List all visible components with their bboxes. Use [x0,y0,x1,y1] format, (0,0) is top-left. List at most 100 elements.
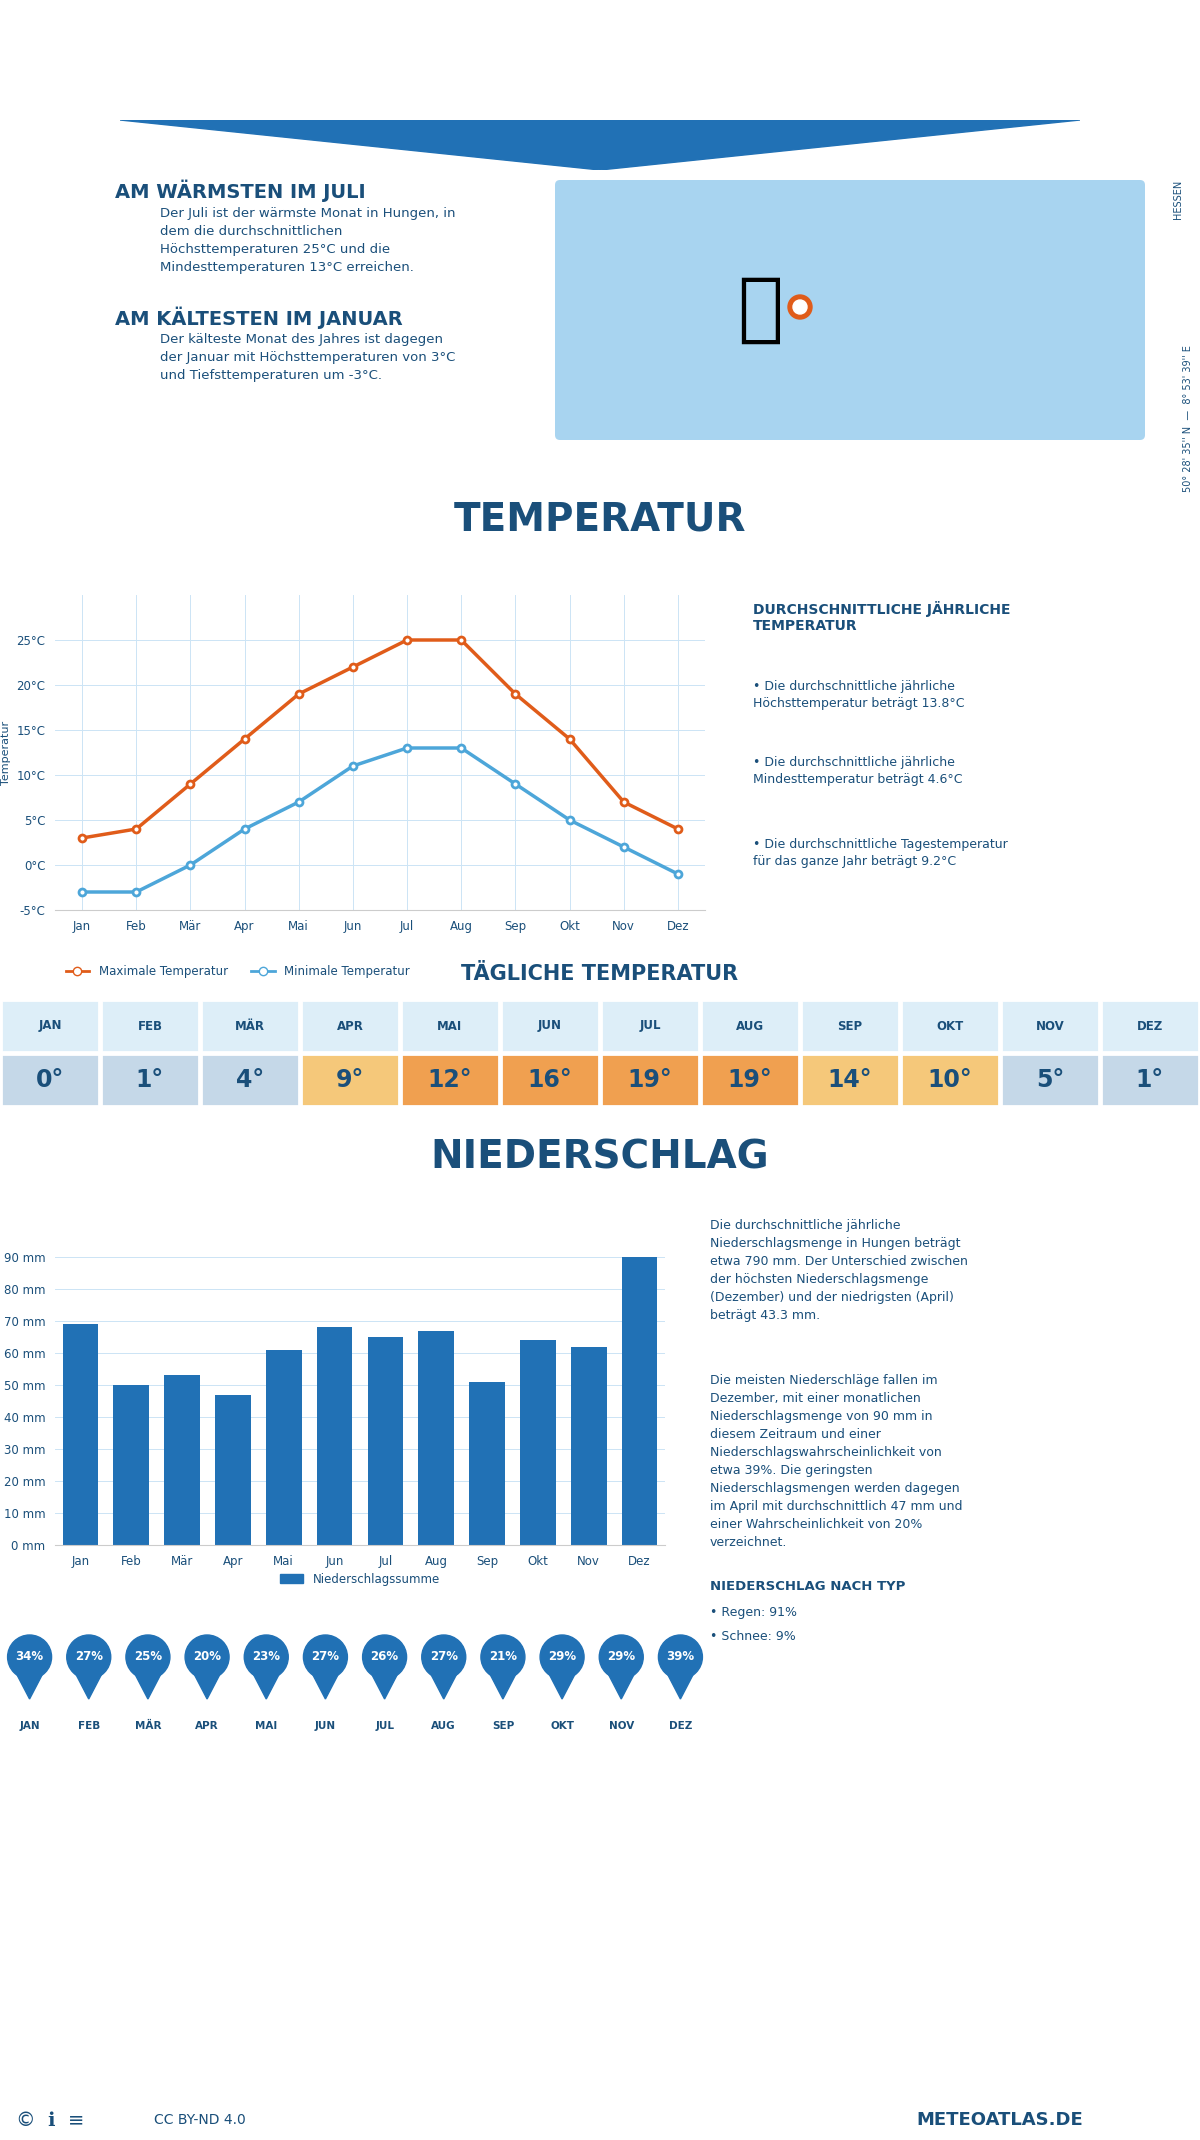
Text: 🌍: 🌍 [737,274,782,347]
FancyBboxPatch shape [101,1055,199,1106]
FancyBboxPatch shape [1,1055,98,1106]
Text: TEMPERATUR: TEMPERATUR [454,501,746,539]
Bar [469,1382,505,1545]
Polygon shape [312,1673,338,1699]
Text: NIEDERSCHLAG NACH TYP: NIEDERSCHLAG NACH TYP [709,1581,905,1594]
Text: AUG: AUG [736,1019,764,1031]
Text: JUN: JUN [314,1721,336,1731]
FancyBboxPatch shape [502,999,599,1053]
Text: 27%: 27% [430,1650,457,1663]
Text: Die meisten Niederschläge fallen im
Dezember, mit einer monatlichen
Niederschlag: Die meisten Niederschläge fallen im Deze… [709,1374,962,1549]
Text: DEUTSCHLAND: DEUTSCHLAND [530,88,670,105]
FancyBboxPatch shape [554,180,1145,441]
Polygon shape [608,1673,635,1699]
FancyBboxPatch shape [1001,1055,1099,1106]
Text: Die durchschnittliche jährliche
Niederschlagsmenge in Hungen beträgt
etwa 790 mm: Die durchschnittliche jährliche Niedersc… [709,1220,967,1323]
Polygon shape [667,1673,694,1699]
FancyBboxPatch shape [601,1055,698,1106]
Text: 20%: 20% [193,1650,221,1663]
Text: 34%: 34% [16,1650,43,1663]
Text: 25%: 25% [134,1650,162,1663]
Text: MÄR: MÄR [235,1019,265,1031]
FancyBboxPatch shape [202,999,299,1053]
Bar [622,1256,658,1545]
Polygon shape [120,120,1080,169]
Text: 50° 28' 35'' N  —  8° 53' 39'' E: 50° 28' 35'' N — 8° 53' 39'' E [1183,345,1193,492]
Text: MAI: MAI [256,1721,277,1731]
Polygon shape [372,1673,397,1699]
Text: 19°: 19° [727,1068,773,1091]
Text: APR: APR [196,1721,218,1731]
Text: 27%: 27% [74,1650,103,1663]
FancyBboxPatch shape [401,999,499,1053]
Circle shape [304,1635,348,1680]
Y-axis label: Temperatur: Temperatur [1,721,11,785]
FancyBboxPatch shape [401,1055,499,1106]
Polygon shape [431,1673,457,1699]
Text: 4°: 4° [236,1068,264,1091]
FancyBboxPatch shape [601,999,698,1053]
FancyBboxPatch shape [901,999,998,1053]
Text: ☀: ☀ [35,496,85,550]
Bar [571,1346,606,1545]
FancyBboxPatch shape [1102,999,1199,1053]
Text: FEB: FEB [78,1721,100,1731]
Text: MAI: MAI [437,1019,463,1031]
Text: SEP: SEP [838,1019,863,1031]
FancyBboxPatch shape [1,999,98,1053]
Text: 0°: 0° [36,1068,64,1091]
Text: • Schnee: 9%: • Schnee: 9% [709,1631,796,1644]
FancyBboxPatch shape [202,1055,299,1106]
Polygon shape [17,1673,42,1699]
FancyBboxPatch shape [901,1055,998,1106]
Text: 10°: 10° [928,1068,972,1091]
Bar [62,1325,98,1545]
FancyBboxPatch shape [802,1055,899,1106]
Text: AM WÄRMSTEN IM JULI: AM WÄRMSTEN IM JULI [115,180,366,203]
FancyBboxPatch shape [1102,1055,1199,1106]
Text: CC BY-ND 4.0: CC BY-ND 4.0 [154,2112,246,2127]
Circle shape [185,1635,229,1680]
FancyBboxPatch shape [701,1055,799,1106]
Text: 16°: 16° [528,1068,572,1091]
FancyBboxPatch shape [301,999,398,1053]
Polygon shape [76,1673,102,1699]
Text: DEZ: DEZ [668,1721,692,1731]
Text: NOV: NOV [1036,1019,1064,1031]
Text: NOV: NOV [608,1721,634,1731]
Text: AUG: AUG [432,1721,456,1731]
Text: 1°: 1° [136,1068,164,1091]
FancyBboxPatch shape [301,1055,398,1106]
Text: 29%: 29% [607,1650,635,1663]
FancyBboxPatch shape [502,1055,599,1106]
Circle shape [67,1635,110,1680]
Circle shape [599,1635,643,1680]
Text: • Regen: 91%: • Regen: 91% [709,1607,797,1620]
Text: 12°: 12° [427,1068,473,1091]
Text: ©  ℹ  ≡: © ℹ ≡ [16,2110,84,2129]
Bar [419,1331,454,1545]
Text: DURCHSCHNITTLICHE JÄHRLICHE
TEMPERATUR: DURCHSCHNITTLICHE JÄHRLICHE TEMPERATUR [754,601,1010,633]
Text: Der kälteste Monat des Jahres ist dagegen
der Januar mit Höchsttemperaturen von : Der kälteste Monat des Jahres ist dagege… [160,334,455,383]
Text: 1°: 1° [1136,1068,1164,1091]
Text: TÄGLICHE TEMPERATUR: TÄGLICHE TEMPERATUR [462,963,738,984]
FancyBboxPatch shape [802,999,899,1053]
FancyBboxPatch shape [1001,999,1099,1053]
Text: • Die durchschnittliche jährliche
Höchsttemperatur beträgt 13.8°C: • Die durchschnittliche jährliche Höchst… [754,681,965,710]
Circle shape [126,1635,170,1680]
Text: JAN: JAN [19,1721,40,1731]
Text: 9°: 9° [336,1068,364,1091]
Bar [266,1350,301,1545]
Text: 19°: 19° [628,1068,672,1091]
Text: METEOATLAS.DE: METEOATLAS.DE [917,2110,1084,2129]
Text: 5°: 5° [1036,1068,1064,1091]
Text: • Die durchschnittliche Tagestemperatur
für das ganze Jahr beträgt 9.2°C: • Die durchschnittliche Tagestemperatur … [754,837,1008,867]
FancyBboxPatch shape [101,999,199,1053]
Circle shape [788,295,812,319]
Text: OKT: OKT [936,1019,964,1031]
Text: APR: APR [336,1019,364,1031]
Bar [164,1376,200,1545]
Circle shape [793,300,808,315]
Text: AM KÄLTESTEN IM JANUAR: AM KÄLTESTEN IM JANUAR [115,306,403,330]
Text: • Die durchschnittliche jährliche
Mindesttemperatur beträgt 4.6°C: • Die durchschnittliche jährliche Mindes… [754,755,962,785]
